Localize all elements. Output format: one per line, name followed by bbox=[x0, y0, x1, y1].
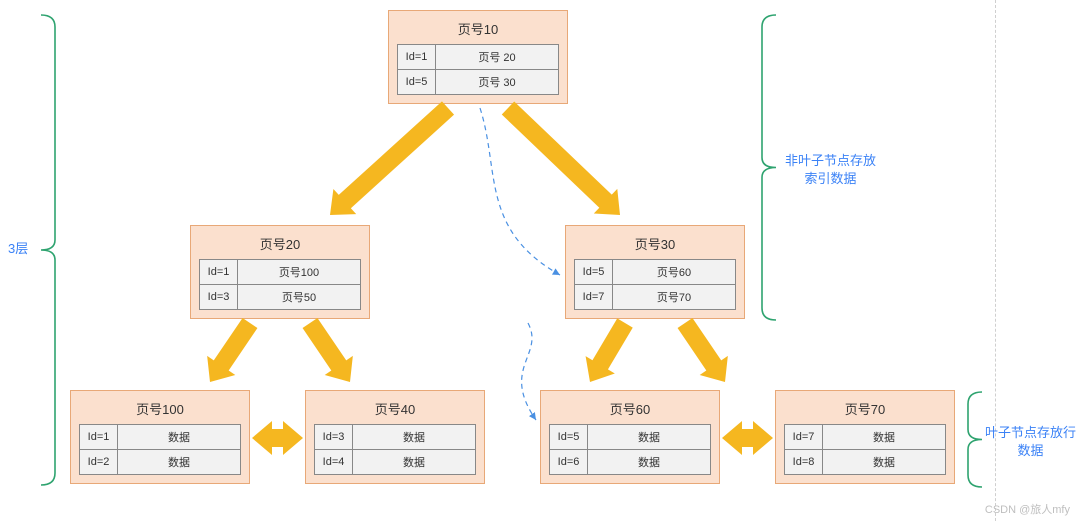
cell-id: Id=7 bbox=[575, 285, 613, 310]
cell-id: Id=2 bbox=[80, 450, 118, 475]
tree-node-n100: 页号100 Id=1数据Id=2数据 bbox=[70, 390, 250, 484]
tree-node-n60: 页号60 Id=5数据Id=6数据 bbox=[540, 390, 720, 484]
cell-value: 页号100 bbox=[238, 260, 361, 285]
label-leaf: 叶子节点存放行数据 bbox=[985, 424, 1076, 460]
cell-id: Id=5 bbox=[575, 260, 613, 285]
cell-id: Id=1 bbox=[398, 45, 436, 70]
node-table: Id=1页号 20Id=5页号 30 bbox=[397, 44, 559, 95]
cell-value: 数据 bbox=[588, 450, 711, 475]
node-title: 页号100 bbox=[79, 399, 241, 418]
cell-value: 页号50 bbox=[238, 285, 361, 310]
label-line: 索引数据 bbox=[785, 170, 876, 188]
node-table: Id=1页号100Id=3页号50 bbox=[199, 259, 361, 310]
tree-node-n20: 页号20 Id=1页号100Id=3页号50 bbox=[190, 225, 370, 319]
cell-value: 数据 bbox=[118, 450, 241, 475]
label-levels: 3层 bbox=[8, 240, 28, 258]
cell-id: Id=4 bbox=[315, 450, 353, 475]
cell-value: 数据 bbox=[823, 425, 946, 450]
cell-value: 页号70 bbox=[613, 285, 736, 310]
cell-id: Id=1 bbox=[200, 260, 238, 285]
node-table: Id=5数据Id=6数据 bbox=[549, 424, 711, 475]
node-table: Id=7数据Id=8数据 bbox=[784, 424, 946, 475]
cell-id: Id=5 bbox=[398, 70, 436, 95]
label-line: 叶子节点存放行 bbox=[985, 424, 1076, 442]
node-title: 页号70 bbox=[784, 399, 946, 418]
cell-value: 数据 bbox=[353, 450, 476, 475]
cell-id: Id=3 bbox=[200, 285, 238, 310]
node-table: Id=1数据Id=2数据 bbox=[79, 424, 241, 475]
cell-id: Id=6 bbox=[550, 450, 588, 475]
node-title: 页号30 bbox=[574, 234, 736, 253]
node-title: 页号40 bbox=[314, 399, 476, 418]
cell-value: 数据 bbox=[118, 425, 241, 450]
tree-node-root: 页号10 Id=1页号 20Id=5页号 30 bbox=[388, 10, 568, 104]
cell-value: 数据 bbox=[353, 425, 476, 450]
tree-node-n30: 页号30 Id=5页号60Id=7页号70 bbox=[565, 225, 745, 319]
cell-value: 页号 20 bbox=[436, 45, 559, 70]
label-line: 数据 bbox=[985, 442, 1076, 460]
node-title: 页号60 bbox=[549, 399, 711, 418]
label-line: 3层 bbox=[8, 240, 28, 258]
cell-id: Id=5 bbox=[550, 425, 588, 450]
cell-value: 数据 bbox=[823, 450, 946, 475]
credit-text: CSDN @旅人mfy bbox=[985, 501, 1070, 517]
label-nonleaf: 非叶子节点存放索引数据 bbox=[785, 152, 876, 188]
cell-id: Id=8 bbox=[785, 450, 823, 475]
cell-id: Id=3 bbox=[315, 425, 353, 450]
tree-node-n70: 页号70 Id=7数据Id=8数据 bbox=[775, 390, 955, 484]
cell-id: Id=7 bbox=[785, 425, 823, 450]
cell-value: 页号60 bbox=[613, 260, 736, 285]
cell-value: 数据 bbox=[588, 425, 711, 450]
cell-value: 页号 30 bbox=[436, 70, 559, 95]
node-title: 页号20 bbox=[199, 234, 361, 253]
node-table: Id=5页号60Id=7页号70 bbox=[574, 259, 736, 310]
tree-node-n40: 页号40 Id=3数据Id=4数据 bbox=[305, 390, 485, 484]
cell-id: Id=1 bbox=[80, 425, 118, 450]
node-table: Id=3数据Id=4数据 bbox=[314, 424, 476, 475]
label-line: 非叶子节点存放 bbox=[785, 152, 876, 170]
node-title: 页号10 bbox=[397, 19, 559, 38]
